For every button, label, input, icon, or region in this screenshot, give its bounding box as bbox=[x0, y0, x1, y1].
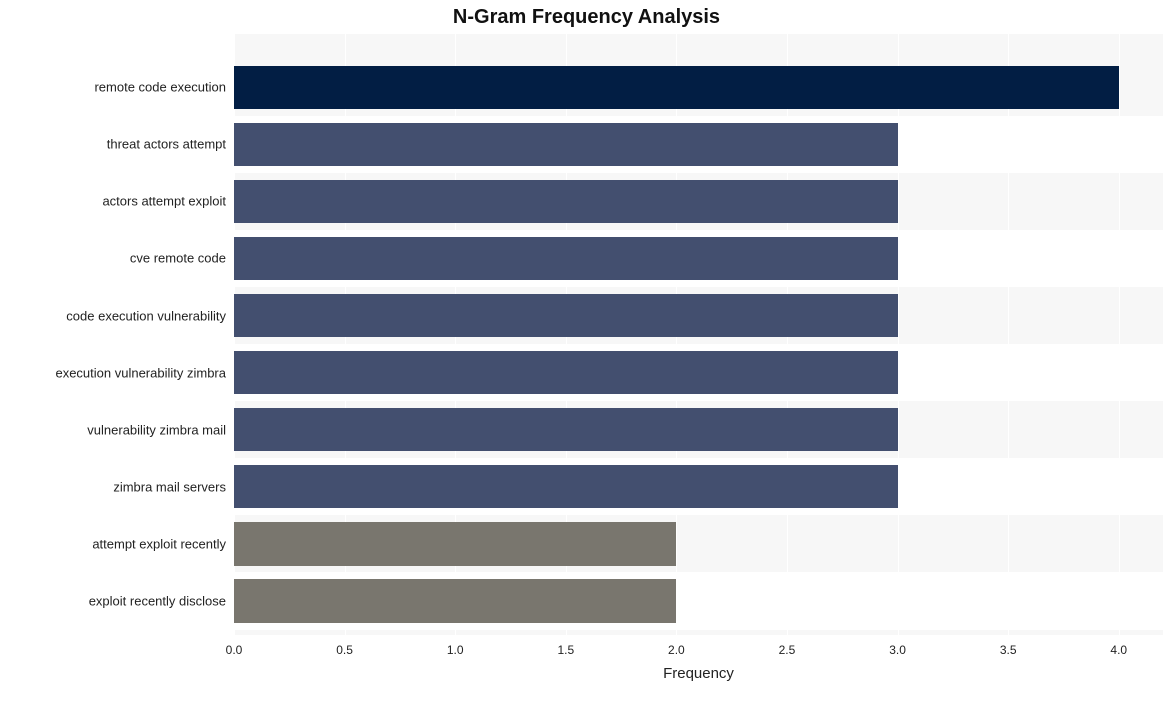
bar bbox=[234, 180, 898, 223]
plot-area: remote code executionthreat actors attem… bbox=[234, 34, 1163, 635]
y-category-label: attempt exploit recently bbox=[92, 536, 234, 551]
bar bbox=[234, 123, 898, 166]
bar bbox=[234, 66, 1119, 109]
gridline bbox=[1119, 34, 1120, 635]
y-category-label: remote code execution bbox=[94, 80, 234, 95]
ngram-frequency-chart: N-Gram Frequency Analysis remote code ex… bbox=[0, 0, 1173, 701]
bar bbox=[234, 351, 898, 394]
chart-title: N-Gram Frequency Analysis bbox=[0, 6, 1173, 29]
y-category-label: threat actors attempt bbox=[107, 137, 234, 152]
bar bbox=[234, 465, 898, 508]
bar bbox=[234, 522, 676, 565]
y-category-label: zimbra mail servers bbox=[113, 479, 234, 494]
bar bbox=[234, 294, 898, 337]
bar bbox=[234, 579, 676, 622]
y-category-label: actors attempt exploit bbox=[102, 194, 234, 209]
y-category-label: cve remote code bbox=[130, 251, 234, 266]
y-category-label: vulnerability zimbra mail bbox=[87, 422, 234, 437]
x-axis-title: Frequency bbox=[234, 635, 1163, 682]
y-category-label: exploit recently disclose bbox=[89, 594, 234, 609]
bar bbox=[234, 237, 898, 280]
gridline bbox=[1008, 34, 1009, 635]
gridline bbox=[898, 34, 899, 635]
y-category-label: execution vulnerability zimbra bbox=[55, 365, 234, 380]
y-category-label: code execution vulnerability bbox=[66, 308, 234, 323]
bar bbox=[234, 408, 898, 451]
row-stripe bbox=[234, 34, 1163, 59]
